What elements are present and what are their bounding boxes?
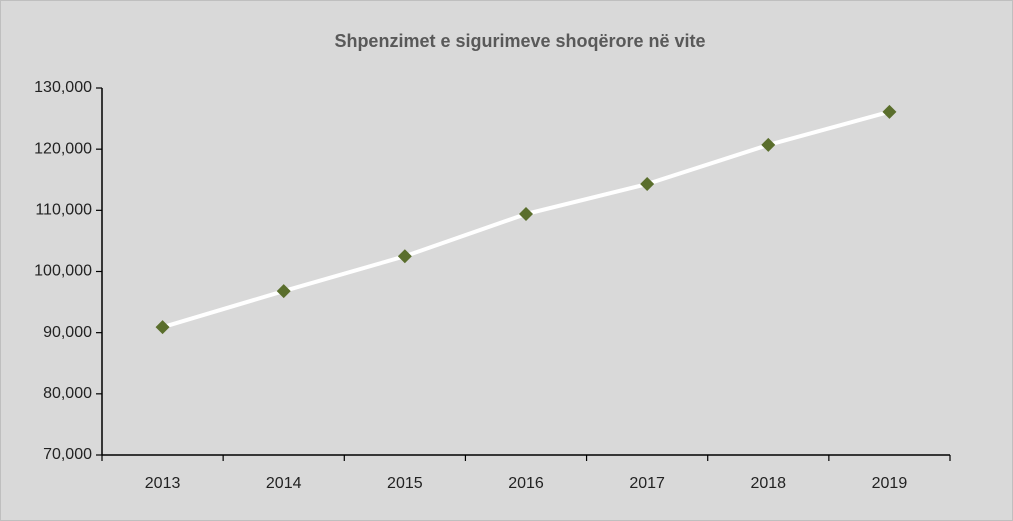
chart-title: Shpenzimet e sigurimeve shoqërore në vit…	[334, 31, 705, 51]
y-tick-label: 80,000	[43, 385, 92, 402]
marker	[882, 104, 897, 119]
y-tick-label: 70,000	[43, 446, 92, 463]
marker	[155, 320, 170, 335]
x-tick-label: 2019	[872, 475, 908, 492]
y-tick-label: 100,000	[34, 263, 92, 280]
x-tick-label: 2014	[266, 475, 302, 492]
marker	[276, 284, 291, 299]
y-tick-label: 110,000	[35, 202, 92, 219]
x-tick-label: 2016	[508, 475, 544, 492]
y-tick-label: 130,000	[34, 79, 92, 96]
y-tick-label: 120,000	[34, 140, 92, 157]
x-tick-label: 2015	[387, 475, 423, 492]
marker	[397, 249, 412, 264]
x-tick-label: 2017	[629, 475, 665, 492]
marker	[640, 177, 655, 192]
marker	[519, 207, 533, 222]
marker	[761, 137, 776, 152]
y-tick-label: 90,000	[43, 324, 92, 341]
x-tick-label: 2018	[750, 475, 786, 492]
x-tick-label: 2013	[145, 475, 181, 492]
